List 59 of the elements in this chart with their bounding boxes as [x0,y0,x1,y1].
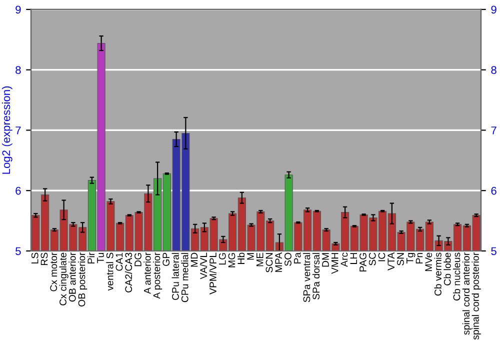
x-tick-label: Cb lobe [444,252,451,286]
x-tick-label: VMH [332,253,338,274]
x-tick-label: spinal cord posterior [472,252,481,340]
x-tick-label: Hb [237,252,245,264]
x-tick-label: OB anterior [68,252,76,302]
y2-tick-label: 6 [491,186,496,195]
x-tick-label: Tg [406,252,416,264]
y-tick-label: 9 [16,6,21,14]
x-tick-label: DG [134,253,142,266]
x-tick-label: Cx cingulate [59,252,68,306]
x-tick-label: ventral S [106,252,114,291]
x-tick-label: OB posterior [78,252,88,306]
x-tick-label: LS [31,252,38,264]
x-tick-label: Pir [87,252,94,264]
x-tick-label: Pn [416,252,423,264]
x-tick-label: Arc [340,252,348,267]
x-tick-label: MVe [425,252,432,271]
x-tick-label: SCN [266,253,273,272]
x-tick-label: M [247,253,254,260]
x-tick-label: PAG [360,253,366,272]
x-tick-label: Cx motor [50,252,58,292]
x-tick-label: IC [378,252,386,262]
y-axis-title: Log2 (expression) [2,86,12,174]
x-tick-label: MD [190,252,198,267]
x-tick-label: MG [228,253,236,268]
x-tick-label: LG [218,253,226,265]
x-tick-label: GP [162,252,170,266]
y2-tick-label: 9 [491,6,496,14]
x-tick-label: RS [40,252,48,266]
y2-tick-label: 7 [491,126,496,134]
x-tick-label: VPM/VPL [209,252,216,294]
x-tick-label: MPA [275,252,282,272]
y2-tick-label: 8 [491,66,496,74]
y-tick-label: 6 [16,186,21,195]
x-tick-label: SPa dorsal [312,252,320,300]
x-tick-label: SPa ventral [303,252,310,302]
x-tick-label: SO [284,252,292,266]
y2-tick-label: 5 [491,247,496,256]
x-tick-label: Tu [97,252,104,264]
x-tick-label: LH [350,253,357,264]
x-tick-label: SN [397,253,404,266]
x-tick-label: DM [322,253,329,267]
x-tick-label: CPu medial [181,252,188,302]
x-tick-label: Pa [294,252,301,264]
y-tick-label: 8 [16,66,21,74]
y-tick-label: 7 [16,126,21,134]
x-tick-label: Cb nucleus [453,252,460,300]
x-tick-label: Cb vermis [434,252,442,296]
x-tick-label: ME [256,252,264,266]
x-tick-label: VTA [388,252,394,270]
x-tick-label: A anterior [144,252,151,294]
x-tick-label: CA2/CA3 [124,252,132,292]
x-tick-label: SC [368,252,376,266]
x-tick-label: CPu lateral [172,252,179,300]
x-tick-label: VA/VL [200,252,208,280]
x-tick-label: A posterior [153,252,162,299]
x-tick-label: CA1 [116,252,123,271]
y-tick-label: 5 [16,247,21,256]
x-tick-label: spinal cord anterior [462,252,472,335]
